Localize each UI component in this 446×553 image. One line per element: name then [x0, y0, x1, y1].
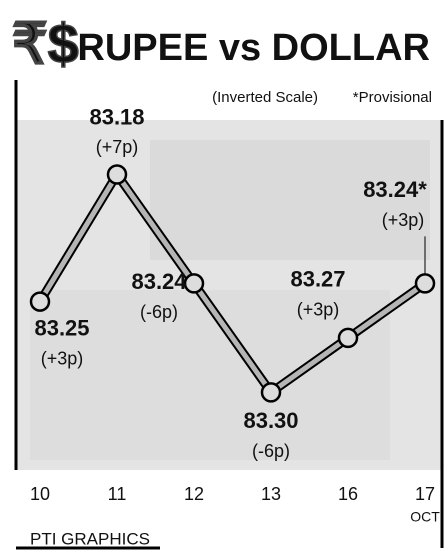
change-label: (-6p) [140, 302, 178, 322]
data-label: 83.27 [290, 267, 345, 292]
note: (Inverted Scale) [212, 89, 318, 106]
point [339, 329, 357, 347]
point [262, 383, 280, 401]
data-label: 83.24* [363, 177, 427, 202]
data-label: 83.24 [131, 269, 187, 294]
footnote: *Provisional [353, 89, 432, 106]
chart: ₹$ RUPEE vs DOLLAR (Inverted Scale) *Pro… [0, 0, 446, 553]
x-tick-label: 12 [184, 484, 204, 504]
x-tick-label: 17 [415, 484, 435, 504]
source: PTI GRAPHICS [30, 529, 150, 548]
logo: ₹$ [12, 12, 79, 75]
point [185, 274, 203, 292]
point [31, 293, 49, 311]
x-tick-label: 10 [30, 484, 50, 504]
change-label: (+3p) [297, 300, 340, 320]
x-tick-label: 11 [108, 484, 127, 504]
data-label: 83.30 [243, 408, 298, 433]
data-label: 83.25 [34, 315, 89, 340]
x-tick-label: 13 [261, 484, 281, 504]
x-tick-label: 16 [338, 484, 358, 504]
change-label: (-6p) [252, 441, 290, 461]
point [416, 274, 434, 292]
change-label: (+3p) [41, 348, 84, 368]
change-label: (+3p) [382, 210, 425, 230]
data-label: 83.18 [89, 104, 144, 129]
x-unit: OCT [410, 509, 440, 525]
change-label: (+7p) [96, 137, 139, 157]
chart-title: RUPEE vs DOLLAR [77, 27, 430, 69]
point [108, 165, 126, 183]
